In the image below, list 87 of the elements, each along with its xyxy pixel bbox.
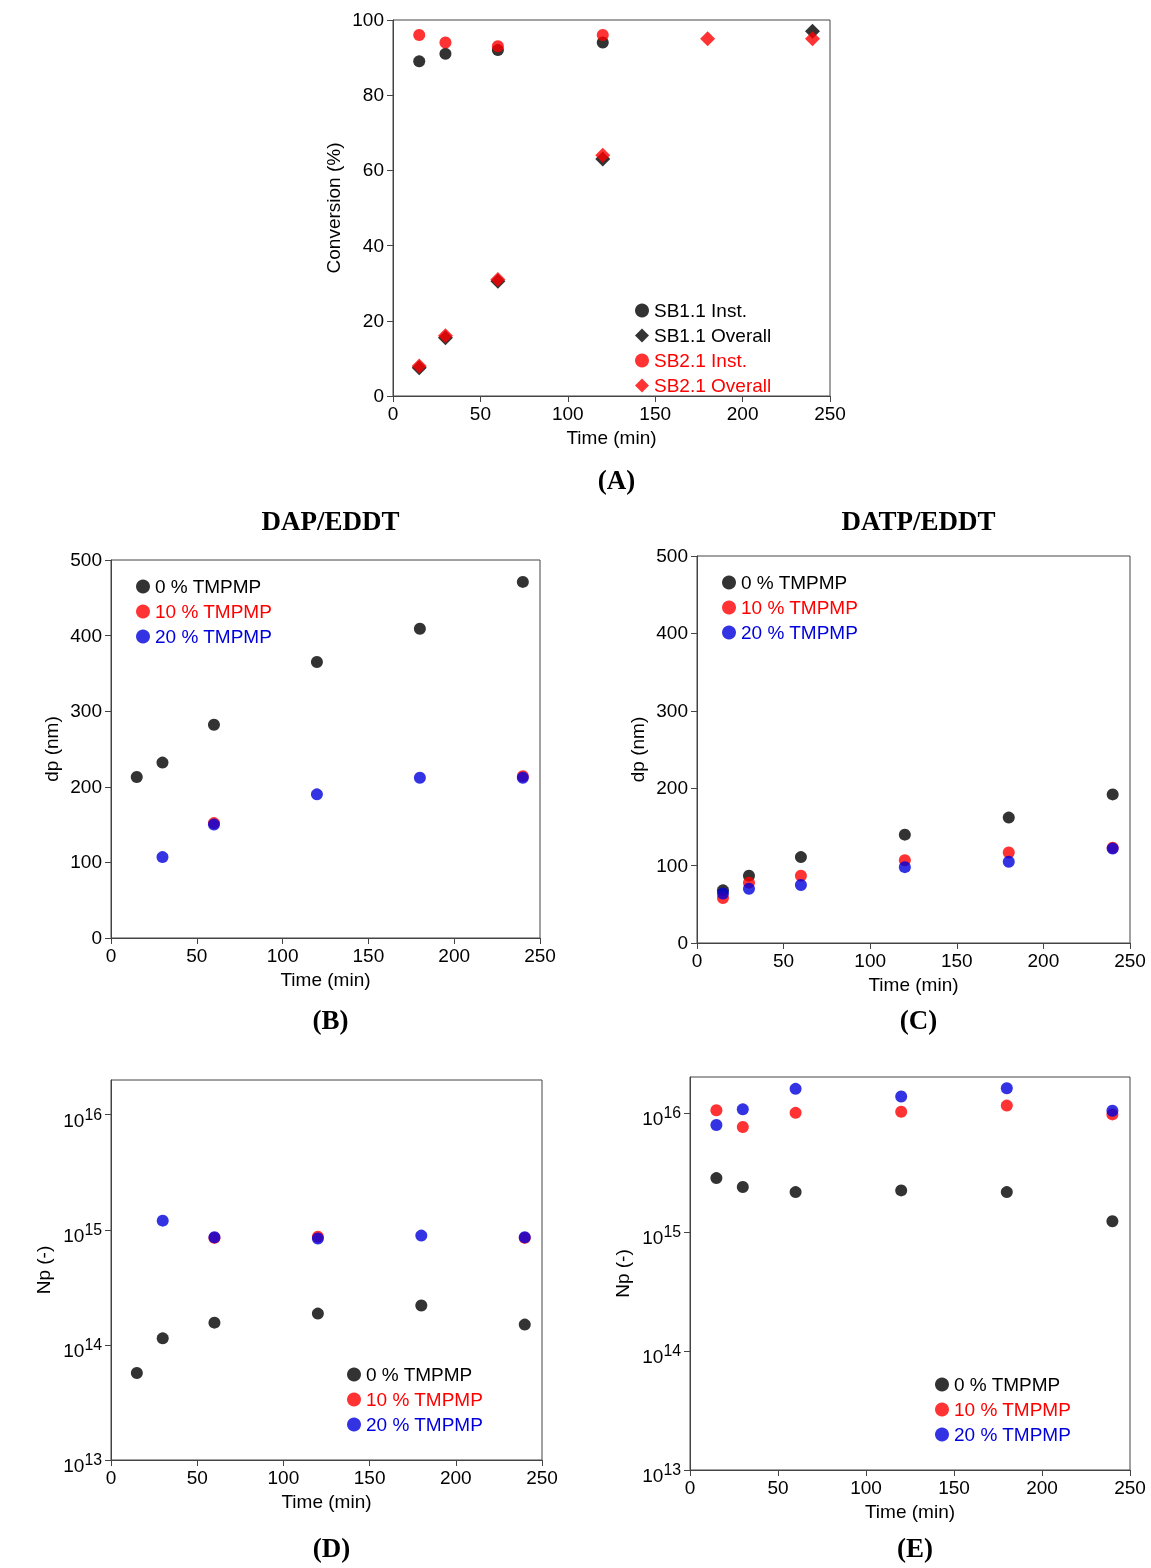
text: (E): [897, 1532, 933, 1563]
legend-label: 10 % TMPMP: [741, 597, 858, 618]
x-tick-label: 150: [639, 403, 672, 424]
x-tick-label: 100: [267, 1467, 300, 1488]
legend-label: 0 % TMPMP: [741, 572, 848, 593]
y-tick-label: 0: [91, 926, 102, 950]
y-tick-label: 10$^{13}$: [63, 1450, 102, 1477]
chart-title: DAP/EDDT: [261, 505, 400, 536]
text: (D): [312, 1532, 351, 1563]
y-tick-label: 200: [656, 776, 688, 801]
text: (B): [312, 1004, 349, 1035]
chart-title: DATP/EDDT: [841, 505, 996, 536]
x-tick-label: 150: [352, 945, 385, 966]
y-tick-label: 10$^{16}$: [63, 1104, 102, 1131]
legend-label: SB1.1 Inst.: [654, 300, 747, 321]
x-axis-title: Time (min): [566, 426, 657, 448]
x-tick-label: 250: [526, 1467, 558, 1488]
x-tick-label: 0: [691, 950, 703, 971]
legend-label: 20 % TMPMP: [366, 1414, 483, 1435]
y-tick-label: 40: [362, 233, 384, 258]
x-tick-label: 0: [105, 945, 117, 966]
x-tick-label: 200: [726, 403, 759, 424]
y-tick-label: 100: [352, 8, 384, 32]
legend-label: 0 % TMPMP: [366, 1364, 473, 1385]
x-tick-label: 200: [439, 1467, 472, 1488]
y-tick-label: 300: [656, 698, 688, 723]
x-tick-label: 50: [469, 403, 491, 424]
y-tick-label: 100: [656, 853, 688, 878]
x-tick-label: 50: [186, 1467, 208, 1488]
x-tick-label: 250: [1114, 1477, 1146, 1498]
x-tick-label: 150: [938, 1477, 970, 1498]
y-axis-title: dp (nm): [41, 716, 62, 782]
legend-label: SB2.1 Overall: [654, 375, 772, 396]
y-tick-label: 400: [70, 623, 102, 648]
y-tick-label: 0: [373, 384, 384, 408]
x-tick-label: 250: [1114, 950, 1146, 971]
x-tick-label: 200: [438, 945, 471, 966]
y-tick-label: 10$^{14}$: [642, 1340, 681, 1368]
text: (A): [597, 464, 636, 495]
x-tick-label: 100: [850, 1477, 882, 1498]
y-tick-label: 60: [362, 158, 384, 183]
y-tick-label: 500: [70, 548, 102, 572]
y-tick-label: 10$^{14}$: [63, 1334, 102, 1362]
legend-label: 20 % TMPMP: [155, 626, 272, 647]
legend-label: SB2.1 Inst.: [654, 350, 747, 371]
x-tick-label: 150: [353, 1467, 386, 1488]
y-tick-label: 100: [70, 850, 102, 875]
x-tick-label: 100: [854, 950, 887, 971]
x-tick-label: 100: [551, 403, 584, 424]
text: (C): [899, 1004, 938, 1035]
legend-label: 20 % TMPMP: [741, 622, 858, 643]
x-tick-label: 0: [105, 1467, 117, 1488]
legend-label: SB1.1 Overall: [654, 325, 772, 346]
x-tick-label: 50: [773, 950, 795, 971]
x-tick-label: 200: [1026, 1477, 1058, 1498]
y-tick-label: 10$^{16}$: [642, 1102, 681, 1130]
y-tick-label: 80: [362, 83, 384, 108]
legend-label: 0 % TMPMP: [954, 1374, 1061, 1395]
x-tick-label: 50: [767, 1477, 789, 1498]
legend-label: 10 % TMPMP: [155, 601, 272, 622]
y-tick-label: 10$^{15}$: [63, 1219, 102, 1247]
legend-label: 20 % TMPMP: [954, 1424, 1071, 1445]
x-tick-label: 100: [266, 945, 299, 966]
legend-label: 10 % TMPMP: [366, 1389, 483, 1410]
x-tick-label: 200: [1027, 950, 1060, 971]
x-tick-label: 50: [186, 945, 208, 966]
legend-label: 10 % TMPMP: [954, 1399, 1071, 1420]
y-axis-title: Np (-): [33, 1245, 54, 1295]
x-tick-label: 250: [814, 403, 846, 424]
x-tick-label: 150: [940, 950, 973, 971]
legend-label: 0 % TMPMP: [155, 576, 262, 597]
y-tick-label: 20: [362, 308, 384, 333]
y-tick-label: 400: [656, 621, 688, 646]
x-axis-title: Time (min): [281, 1490, 372, 1512]
x-axis-title: Time (min): [864, 1500, 956, 1522]
y-tick-label: 10$^{13}$: [642, 1460, 681, 1487]
x-axis-title: Time (min): [868, 973, 959, 995]
y-tick-label: 200: [70, 774, 102, 799]
x-tick-label: 0: [387, 403, 399, 424]
y-tick-label: 10$^{15}$: [642, 1221, 681, 1249]
x-axis-title: Time (min): [280, 968, 371, 990]
y-tick-label: 500: [656, 544, 688, 568]
y-tick-label: 300: [70, 699, 102, 724]
x-tick-label: 250: [524, 945, 556, 966]
y-axis-title: Conversion (%): [323, 142, 344, 274]
y-axis-title: dp (nm): [627, 716, 648, 783]
y-axis-title: Np (-): [612, 1249, 633, 1298]
